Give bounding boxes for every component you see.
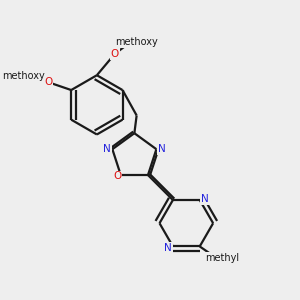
Text: O: O <box>44 77 52 87</box>
Text: methoxy: methoxy <box>2 71 45 81</box>
Text: methoxy: methoxy <box>115 38 158 47</box>
Text: N: N <box>164 243 172 253</box>
Text: O: O <box>113 172 122 182</box>
Text: N: N <box>158 144 165 154</box>
Text: N: N <box>201 194 209 204</box>
Text: methyl: methyl <box>205 253 239 263</box>
Text: N: N <box>103 144 111 154</box>
Text: O: O <box>110 49 119 59</box>
